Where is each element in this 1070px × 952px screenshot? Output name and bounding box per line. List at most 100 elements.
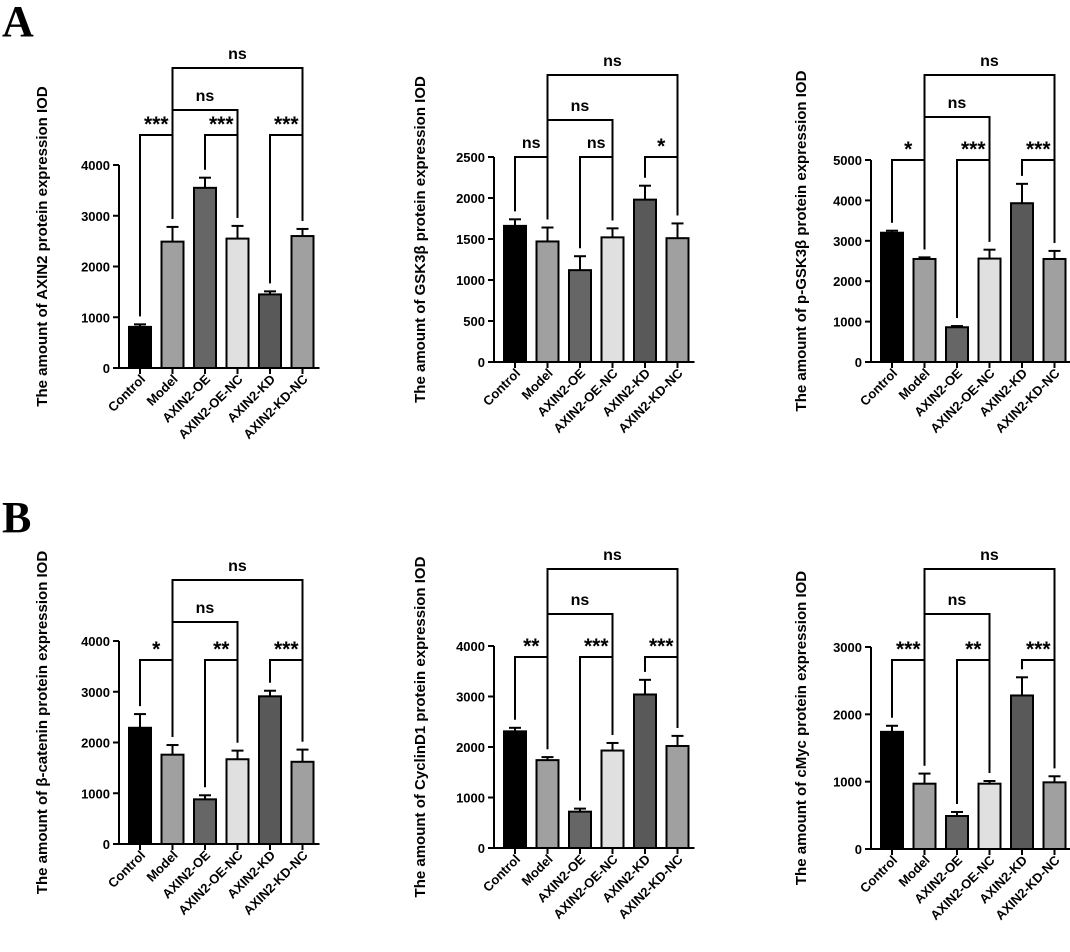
y-axis-title: The amount of cMyc protein expression IO… (793, 571, 810, 885)
bar-axin2-oe (568, 269, 592, 363)
chart-3: 0 1000 2000 3000 4000 5000 The amount of p-GSK… (793, 53, 1070, 436)
y-tick-label: 0 (855, 842, 862, 857)
y-tick-label: 2500 (456, 150, 485, 165)
bar-model (535, 759, 560, 850)
y-tick-label: 4000 (456, 639, 485, 654)
significance-bracket (546, 74, 679, 220)
y-tick-label: 2000 (456, 191, 485, 206)
significance-label: * (904, 138, 913, 161)
bar-axin2-oe-nc (600, 236, 625, 363)
y-tick-label: 2000 (833, 707, 862, 722)
significance-label: ns (196, 88, 215, 105)
y-axis-title: The amount of GSK3β protein expression I… (412, 76, 429, 403)
bar-axin2-kd (633, 198, 657, 363)
bar-axin2-kd (633, 693, 657, 849)
bar-model (912, 782, 937, 850)
y-tick-label: 500 (463, 314, 485, 329)
panel-letter-a: A (2, 0, 34, 46)
y-tick-label: 0 (103, 361, 110, 376)
y-tick-label: 0 (478, 355, 485, 370)
significance-label: ** (965, 638, 982, 661)
significance-label: *** (274, 638, 299, 661)
bar-axin2-kd-nc (665, 237, 690, 363)
y-tick-label: 2000 (833, 274, 862, 289)
x-tick-label: Control (857, 853, 900, 896)
bar-control (503, 730, 527, 849)
significance-label: *** (961, 138, 986, 161)
bar-model (535, 240, 560, 364)
y-tick-label: 4000 (81, 158, 110, 173)
bar-axin2-kd (1010, 202, 1034, 363)
bar-axin2-oe (568, 810, 592, 850)
x-tick-label: Control (105, 372, 148, 415)
significance-label: ns (571, 592, 590, 609)
y-tick-label: 4000 (833, 193, 862, 208)
panel-letter-b: B (2, 493, 32, 542)
x-tick-label: Control (857, 366, 900, 409)
bar-control (503, 224, 527, 363)
y-tick-label: 1500 (456, 232, 485, 247)
significance-label: ns (603, 53, 622, 70)
y-tick-label: 1000 (456, 273, 485, 288)
y-tick-label: 3000 (833, 234, 862, 249)
significance-label: ** (213, 638, 230, 661)
significance-label: ns (980, 53, 999, 70)
significance-label: *** (1026, 638, 1051, 661)
y-tick-label: 1000 (81, 786, 110, 801)
bar-axin2-kd (258, 695, 282, 845)
significance-label: ns (980, 547, 999, 564)
significance-label: * (657, 135, 666, 158)
bar-axin2-kd-nc (1042, 257, 1067, 364)
y-tick-label: 3000 (456, 690, 485, 705)
x-tick-label: Control (480, 366, 523, 409)
significance-label: ns (228, 558, 247, 575)
significance-label: *** (144, 113, 169, 136)
bar-axin2-kd-nc (1042, 781, 1067, 851)
significance-label: ns (603, 547, 622, 564)
significance-label: *** (584, 635, 609, 658)
significance-label: * (152, 638, 161, 661)
y-tick-label: 0 (478, 841, 485, 856)
y-tick-label: 0 (855, 355, 862, 370)
significance-label: ns (571, 98, 590, 115)
bar-control (128, 325, 152, 369)
y-tick-label: 5000 (833, 153, 862, 168)
significance-bracket (546, 568, 679, 750)
y-tick-label: 2000 (456, 740, 485, 755)
y-axis-title: The amount of CyclinD1 protein expressio… (412, 556, 429, 897)
bar-control (880, 231, 904, 363)
bar-axin2-oe-nc (600, 749, 625, 849)
chart-4: 0 1000 2000 3000 4000 The amount of β-catenin… (34, 551, 320, 918)
y-axis-title: The amount of AXIN2 protein expression I… (34, 86, 51, 406)
x-tick-label: Control (105, 848, 148, 891)
significance-label: ns (948, 592, 967, 609)
significance-bracket (171, 579, 304, 742)
bar-axin2-kd (1010, 694, 1034, 850)
y-tick-label: 4000 (81, 634, 110, 649)
y-tick-label: 2000 (81, 736, 110, 751)
significance-label: ns (196, 600, 215, 617)
y-axis-title: The amount of β-catenin protein expressi… (34, 551, 51, 895)
significance-label: ns (228, 46, 247, 63)
significance-label: ns (587, 135, 606, 152)
y-tick-label: 1000 (833, 775, 862, 790)
significance-label: *** (649, 635, 674, 658)
bar-control (880, 730, 904, 851)
bar-control (128, 726, 152, 845)
significance-bracket (956, 659, 991, 804)
x-tick-label: Control (480, 852, 523, 895)
significance-bracket (579, 156, 614, 249)
bar-axin2-oe (193, 798, 217, 846)
chart-5: 0 1000 2000 3000 4000 The amount of CyclinD1 … (412, 547, 695, 922)
bar-model (160, 240, 185, 370)
significance-bracket (923, 74, 1056, 250)
significance-label: ns (948, 95, 967, 112)
y-tick-label: 1000 (456, 791, 485, 806)
y-axis-title: The amount of p-GSK3β protein expression… (793, 70, 810, 411)
significance-bracket (139, 659, 174, 738)
chart-2: 0 500 1000 1500 2000 2500 The amount of GSK3β … (412, 53, 695, 436)
bar-axin2-kd-nc (290, 235, 315, 369)
significance-label: ns (522, 135, 541, 152)
y-tick-label: 3000 (81, 685, 110, 700)
